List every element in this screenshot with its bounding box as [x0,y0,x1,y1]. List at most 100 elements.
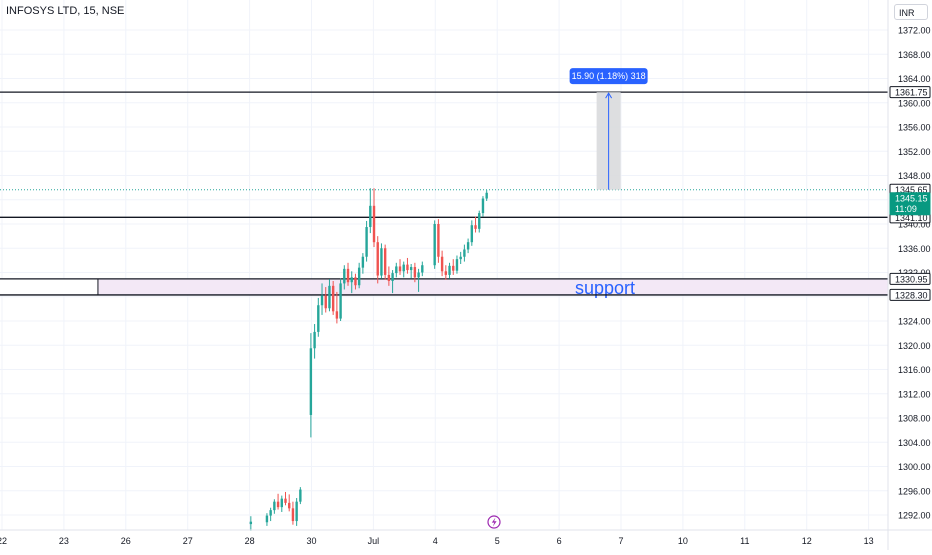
time-tick-label: 26 [121,536,131,546]
measure-label: 15.90 (1.18%) 318 [572,71,646,81]
candle-body-up [357,267,361,286]
candle-body-up [470,225,474,243]
price-tick-label: 1372.00 [898,26,931,36]
candle-body-up [463,249,466,257]
price-tick-label: 1352.00 [898,147,931,157]
support-zone-rect [0,278,888,295]
candle-body-up [299,489,302,502]
measure-tool-layer: 15.90 (1.18%) 318 [569,68,648,190]
candle-body-down [324,295,327,309]
candle-body-up [485,192,488,199]
support-zone-layer: support [0,278,888,298]
time-tick-label: 30 [306,536,316,546]
time-tick-label: 4 [433,536,438,546]
candle-body-down [284,498,287,503]
level-price-label-box [889,288,931,301]
candle-body-up [317,305,320,332]
candle-body-down [288,502,291,509]
price-tick-label: 1292.00 [898,511,931,521]
candle-body-down [354,277,357,286]
time-tick-label: 28 [245,536,255,546]
symbol-title[interactable]: INFOSYS LTD, 15, NSE [6,5,125,17]
price-tick-label: 1348.00 [898,171,931,181]
currency-selector[interactable]: INR [894,4,928,20]
candle-body-up [455,259,459,271]
candle-body-down [440,256,444,272]
candle-body-up [417,272,420,278]
candle-body-up [395,266,398,274]
candle-body-down [291,508,295,522]
support-label: support [575,278,635,298]
time-tick-label: 5 [495,536,500,546]
candle-body-down [346,268,350,283]
candle-body-up [380,248,383,276]
candle-body-up [361,256,365,268]
price-tick-label: 1336.00 [898,244,931,254]
candle-body-down [413,267,417,278]
time-tick-label: 10 [678,536,688,546]
price-tick-label: 1308.00 [898,414,931,424]
candle-body-up [402,264,405,272]
candle-body-up [313,331,316,349]
candle-body-down [335,311,339,319]
price-tick-label: 1364.00 [898,74,931,84]
candle-body-up [433,224,436,266]
candle-body-down [276,501,280,508]
price-tick-label: 1304.00 [898,438,931,448]
candle-body-down [437,224,440,257]
candle-body-up [365,227,368,257]
candle-body-up [481,198,485,214]
measure-label-box [569,68,648,85]
candle-body-down [383,248,387,275]
candle-body-up [265,515,269,523]
candle-body-up [295,501,298,522]
price-axis[interactable]: 1372.00 1368.00 1364.00 1360.00 1356.00 1352.… [887,0,931,550]
level-price-label-box [889,86,931,99]
candle-body-down [406,264,409,271]
price-tick-label: 1360.00 [898,98,931,108]
level-price-label: 1341.10 [895,213,928,223]
price-tick-label: 1324.00 [898,317,931,327]
candle-body-down [376,242,379,276]
price-tick-label: 1296.00 [898,486,931,496]
candle-body-up [320,295,324,306]
candle-body-up [309,348,313,415]
measure-arrow-head [605,92,613,99]
time-tick-label: 7 [618,536,623,546]
candle-body-up [343,268,346,284]
last-price-label-countdown: 11:09 [895,204,917,214]
candle-body-up [269,510,272,516]
candle-body-up [280,498,283,508]
lightning-icon-bolt [491,517,497,527]
candle-body-up [369,205,372,228]
candle-body-down [452,265,455,271]
price-tick-label: 1300.00 [898,462,931,472]
last-price-label: 1345.15 [895,194,928,204]
price-tick-label: 1356.00 [898,123,931,133]
candle-body-up [339,283,342,319]
candle-body-down [387,274,391,281]
time-tick-label: 27 [183,536,193,546]
time-axis[interactable]: 22 23 26 27 28 30 Jul 4 5 6 7 10 11 12 13 [0,515,932,546]
candle-body-up [273,501,276,511]
candle-body-down [444,271,448,275]
candle-body-down [474,225,477,229]
candle-body-up [350,277,353,283]
candle-body-up [391,273,394,281]
candle-body-up [328,285,331,309]
candle-body-up [478,213,481,229]
level-price-label: 1328.30 [895,290,928,300]
grid [0,0,888,530]
price-tick-label: 1312.00 [898,389,931,399]
time-tick-label: 11 [740,536,749,546]
candle-body-up [448,265,451,275]
support-zone-left-blank [0,278,98,295]
price-tick-label: 1316.00 [898,365,931,375]
lightning-icon[interactable] [487,515,501,529]
candle-body-up [466,242,470,250]
time-tick-label: Jul [368,536,380,546]
last-price-label-box [889,192,931,216]
dotted-level-price-label: 1345.65 [895,185,928,195]
